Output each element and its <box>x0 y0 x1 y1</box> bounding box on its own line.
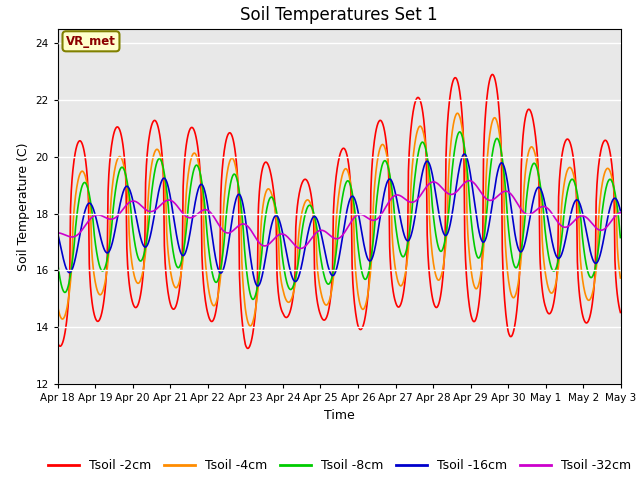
Line: Tsoil -16cm: Tsoil -16cm <box>58 154 620 286</box>
Tsoil -8cm <box>242 260 250 265</box>
Tsoil -4cm <box>165 258 173 264</box>
Tsoil -4cm <box>179 258 187 264</box>
Tsoil -16cm <box>54 230 61 236</box>
Tsoil -2cm <box>242 343 250 348</box>
Legend: Tsoil -2cm, Tsoil -4cm, Tsoil -8cm, Tsoil -16cm, Tsoil -32cm: Tsoil -2cm, Tsoil -4cm, Tsoil -8cm, Tsoi… <box>42 454 636 477</box>
Tsoil -32cm <box>427 180 435 186</box>
Tsoil -32cm <box>242 222 250 228</box>
Tsoil -4cm <box>54 302 61 308</box>
Tsoil -32cm <box>465 178 473 183</box>
Tsoil -8cm <box>250 297 257 302</box>
Tsoil -8cm <box>165 215 173 220</box>
Tsoil -16cm <box>165 188 173 193</box>
Line: Tsoil -32cm: Tsoil -32cm <box>58 180 620 249</box>
Title: Soil Temperatures Set 1: Soil Temperatures Set 1 <box>241 6 438 24</box>
Tsoil -16cm <box>179 252 187 258</box>
Text: VR_met: VR_met <box>66 35 116 48</box>
Tsoil -2cm <box>179 215 187 220</box>
Tsoil -4cm <box>427 235 435 241</box>
Line: Tsoil -2cm: Tsoil -2cm <box>58 74 620 348</box>
X-axis label: Time: Time <box>324 408 355 421</box>
Tsoil -4cm <box>550 286 558 292</box>
Tsoil -4cm <box>246 323 254 329</box>
Tsoil -16cm <box>427 165 435 170</box>
Tsoil -16cm <box>550 248 558 253</box>
Tsoil -16cm <box>242 218 250 224</box>
Tsoil -16cm <box>616 208 624 214</box>
Tsoil -8cm <box>500 177 508 182</box>
Tsoil -2cm <box>165 296 173 301</box>
Tsoil -4cm <box>500 226 508 232</box>
Tsoil -2cm <box>500 298 508 303</box>
Tsoil -16cm <box>254 283 262 289</box>
Tsoil -8cm <box>427 182 435 188</box>
Tsoil -16cm <box>461 151 468 157</box>
Tsoil -32cm <box>550 214 558 220</box>
Tsoil -4cm <box>242 309 250 314</box>
Tsoil -8cm <box>616 235 624 240</box>
Line: Tsoil -4cm: Tsoil -4cm <box>58 113 620 326</box>
Tsoil -2cm <box>54 340 61 346</box>
Tsoil -16cm <box>500 166 508 171</box>
Tsoil -8cm <box>179 252 187 258</box>
Y-axis label: Soil Temperature (C): Soil Temperature (C) <box>17 142 30 271</box>
Tsoil -32cm <box>296 246 305 252</box>
Tsoil -8cm <box>54 260 61 265</box>
Tsoil -2cm <box>427 284 435 290</box>
Tsoil -4cm <box>454 110 461 116</box>
Tsoil -2cm <box>550 297 558 302</box>
Tsoil -2cm <box>489 72 497 77</box>
Tsoil -2cm <box>244 346 252 351</box>
Tsoil -32cm <box>54 230 61 236</box>
Tsoil -32cm <box>616 210 624 216</box>
Tsoil -2cm <box>616 310 624 315</box>
Tsoil -32cm <box>179 210 187 216</box>
Tsoil -32cm <box>500 189 508 194</box>
Tsoil -8cm <box>456 129 463 135</box>
Tsoil -4cm <box>616 275 624 281</box>
Tsoil -32cm <box>165 197 173 203</box>
Tsoil -8cm <box>550 268 558 274</box>
Line: Tsoil -8cm: Tsoil -8cm <box>58 132 620 300</box>
